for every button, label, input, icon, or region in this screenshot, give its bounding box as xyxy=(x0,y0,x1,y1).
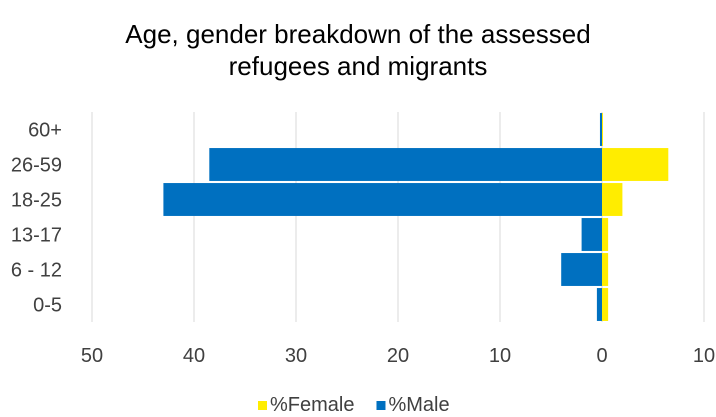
x-tick-label: 30 xyxy=(285,345,307,367)
bars xyxy=(163,113,669,321)
x-tick-label: 20 xyxy=(387,345,409,367)
bar-male-2 xyxy=(581,218,602,251)
bar-female-3 xyxy=(602,183,623,216)
y-tick-label: 26-59 xyxy=(11,155,62,177)
legend: %Female %Male xyxy=(258,394,450,416)
x-tick-label: 10 xyxy=(693,345,715,367)
x-axis-tick-labels: 50 40 30 20 10 0 10 xyxy=(81,345,715,367)
bar-female-1 xyxy=(602,253,609,286)
chart-title-line-2: refugees and migrants xyxy=(228,51,488,81)
chart-title-line-1: Age, gender breakdown of the assessed xyxy=(125,19,591,49)
bar-female-5 xyxy=(602,113,604,146)
x-tick-label: 0 xyxy=(596,345,607,367)
y-tick-label: 0-5 xyxy=(33,295,62,317)
bar-female-4 xyxy=(602,148,669,181)
gridlines xyxy=(91,112,705,322)
bar-male-0 xyxy=(596,288,602,321)
bar-female-2 xyxy=(602,218,609,251)
bar-male-4 xyxy=(209,148,603,181)
legend-label: %Female xyxy=(270,394,354,416)
chart-title: Age, gender breakdown of the assessed re… xyxy=(0,18,716,82)
y-axis-tick-labels: 0-5 6 - 12 13-17 18-25 26-59 60+ xyxy=(11,120,62,317)
bar-male-3 xyxy=(163,183,602,216)
y-tick-label: 13-17 xyxy=(11,225,62,247)
bar-female-0 xyxy=(602,288,609,321)
y-tick-label: 6 - 12 xyxy=(11,260,62,282)
x-tick-label: 50 xyxy=(81,345,103,367)
y-tick-label: 60+ xyxy=(28,120,62,142)
bar-male-1 xyxy=(561,253,602,286)
legend-swatch-1 xyxy=(376,401,386,410)
y-tick-label: 18-25 xyxy=(11,190,62,212)
bar-male-5 xyxy=(599,113,602,146)
legend-swatch-0 xyxy=(258,401,267,410)
x-tick-label: 10 xyxy=(489,345,511,367)
legend-label: %Male xyxy=(388,394,449,416)
x-tick-label: 40 xyxy=(183,345,205,367)
